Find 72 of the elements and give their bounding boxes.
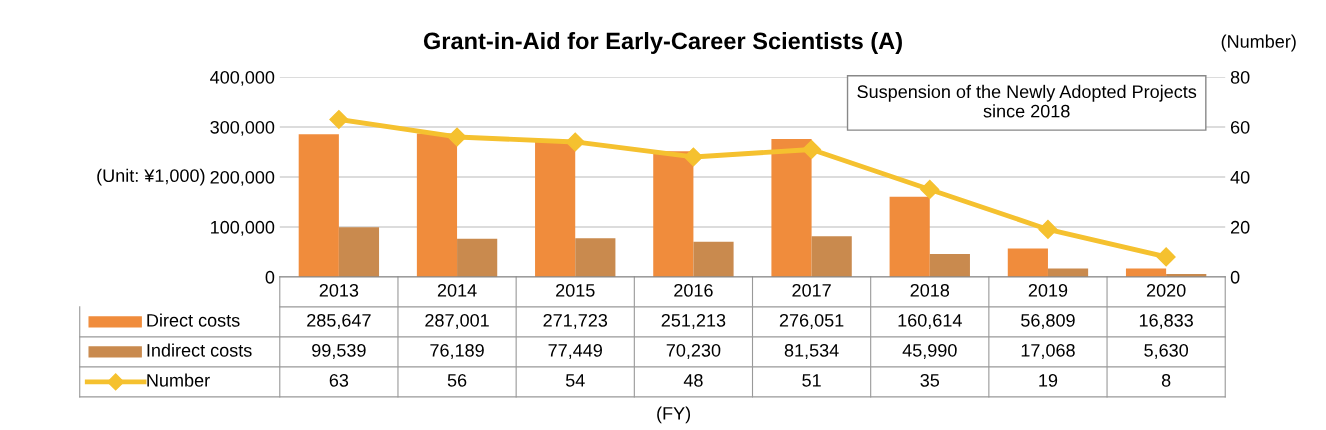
point (920, 179, 940, 199)
text: (FY) (657, 406, 691, 424)
x-tick-label: 2020 (1146, 283, 1186, 297)
data-label: 271,723 (543, 313, 608, 329)
y2-axis-title: (Number) (1221, 34, 1296, 52)
bar (416, 133, 458, 277)
data-label: 48 (683, 373, 703, 387)
data-label: 276,051 (779, 313, 844, 329)
data-label: 54 (565, 374, 585, 387)
bar (338, 227, 380, 277)
bar (929, 253, 970, 277)
data-label: 45,990 (902, 343, 957, 359)
x-tick-label: 2019 (1028, 283, 1068, 297)
data-label: 99,539 (312, 343, 366, 359)
legend-label: Indirect costs (147, 343, 252, 357)
legend-label: Direct costs (147, 313, 240, 327)
y-tick-label: 100,000 (211, 220, 275, 236)
bar (298, 134, 339, 277)
data-label: 56,809 (1021, 313, 1075, 329)
point (447, 127, 467, 147)
point (802, 139, 822, 159)
data-label: 77,449 (548, 343, 602, 359)
data-label: 63 (329, 373, 349, 387)
data-label: 251,213 (661, 313, 726, 329)
y2-tick-label: 80 (1230, 70, 1250, 84)
x-tick-label: 2014 (437, 283, 477, 297)
y-tick-label: 200,000 (210, 170, 275, 186)
data-label: 8 (1161, 373, 1171, 387)
data-label: 76,189 (430, 343, 484, 359)
bar (811, 236, 852, 277)
data-label: 160,614 (898, 313, 962, 329)
chart-title: Grant-in-Aid for Early-Career Scientists (A) (423, 32, 902, 54)
x-tick-label: 2015 (556, 283, 595, 297)
y-tick-label: 0 (265, 270, 275, 284)
x-tick-label: 2017 (792, 283, 831, 297)
bar (575, 238, 616, 277)
annotation: Suspension of the Newly Adopted Projects since 2018 (857, 84, 1197, 118)
data-label: 81,534 (784, 343, 839, 359)
bar (653, 151, 694, 277)
data-label: 287,001 (425, 313, 489, 329)
data-label: 70,230 (666, 343, 721, 359)
data-label: 16,833 (1139, 313, 1193, 329)
y-tick-label: 300,000 (210, 120, 275, 136)
x-tick-label: 2018 (910, 283, 950, 297)
y2-tick-label: 60 (1231, 120, 1250, 134)
data-label: 19 (1039, 373, 1058, 387)
y2-tick-label: 0 (1230, 270, 1240, 284)
bar (1047, 268, 1089, 277)
x-tick-label: 2013 (319, 283, 359, 297)
point (329, 109, 349, 129)
bar (457, 238, 498, 277)
bar (693, 241, 734, 277)
bar (889, 196, 930, 277)
data-label: 5,630 (1144, 343, 1189, 359)
bar (1007, 248, 1048, 277)
data-label: 51 (802, 374, 821, 387)
point (683, 147, 703, 167)
y-tick-label: 400,000 (210, 70, 275, 86)
point (565, 132, 585, 152)
bar (771, 138, 812, 277)
bar (535, 141, 576, 277)
data-label: 285,647 (307, 313, 371, 329)
x-tick-label: 2016 (674, 283, 713, 297)
y2-tick-label: 40 (1230, 170, 1250, 184)
data-label: 56 (447, 373, 467, 387)
data-label: 35 (920, 373, 940, 387)
legend-label: Number (147, 373, 210, 387)
y2-tick-label: 20 (1230, 220, 1250, 234)
point (1038, 219, 1058, 239)
y-axis-title: (Unit: ¥1,000) (97, 168, 205, 186)
data-label: 17,068 (1021, 343, 1075, 359)
point (1156, 247, 1176, 267)
